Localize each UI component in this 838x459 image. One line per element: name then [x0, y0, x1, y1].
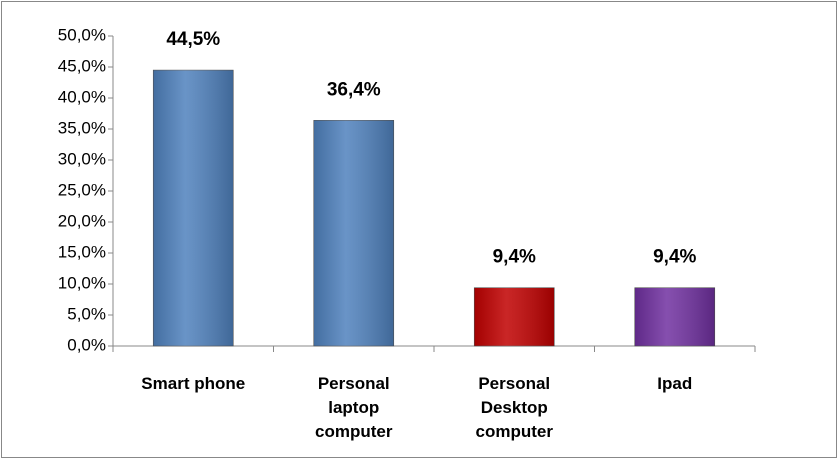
y-tick-label: 15,0%: [58, 242, 106, 261]
value-label: 9,4%: [493, 247, 536, 268]
x-tick-label: Smart phone: [141, 374, 246, 393]
bar-shading: [634, 287, 715, 346]
y-tick-label: 35,0%: [58, 118, 106, 137]
y-tick-label: 40,0%: [58, 87, 106, 106]
value-label: 9,4%: [653, 247, 696, 268]
y-tick-label: 0,0%: [67, 335, 106, 354]
y-tick-label: 30,0%: [58, 149, 106, 168]
y-tick-label: 10,0%: [58, 273, 106, 292]
x-tick-label: Ipad: [657, 374, 693, 393]
bar-shading: [313, 120, 394, 346]
bar-shading: [153, 70, 234, 346]
y-tick-label: 50,0%: [58, 25, 106, 44]
y-tick-label: 45,0%: [58, 56, 106, 75]
value-label: 36,4%: [327, 79, 381, 100]
value-label: 44,5%: [166, 29, 220, 50]
x-tick-label: Personal laptop computer: [315, 374, 393, 441]
x-tick-label: Personal Desktop computer: [475, 374, 553, 441]
bar-shading: [474, 287, 555, 346]
y-tick-label: 5,0%: [67, 304, 106, 323]
y-tick-label: 25,0%: [58, 180, 106, 199]
y-tick-label: 20,0%: [58, 211, 106, 230]
